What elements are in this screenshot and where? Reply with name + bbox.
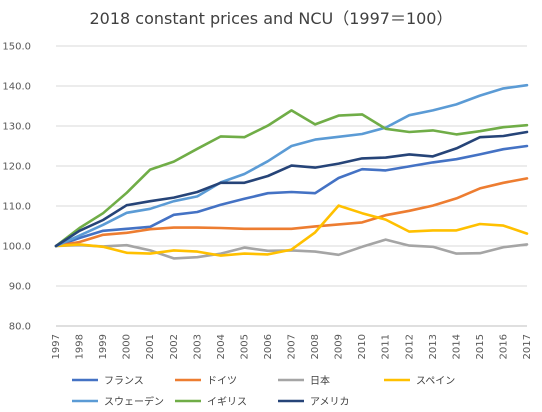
x-tick-label: 2006	[263, 334, 274, 359]
y-tick-label: 110.0	[2, 202, 31, 213]
series-line-0	[54, 144, 529, 248]
chart-title: 2018 constant prices and NCU（1997＝100）	[90, 9, 453, 28]
y-tick-label: 120.0	[2, 162, 31, 173]
x-tick-label: 2000	[122, 334, 133, 359]
legend-label: アメリカ	[310, 396, 350, 408]
legend-label: スペイン	[416, 376, 455, 387]
x-tick-label: 1997	[51, 334, 62, 359]
x-tick-label: 2016	[498, 334, 509, 359]
x-tick-label: 1999	[98, 334, 109, 359]
y-tick-label: 80.0	[9, 322, 31, 333]
x-tick-label: 2010	[357, 334, 368, 359]
legend-label: フランス	[104, 375, 144, 387]
gridlines	[56, 45, 527, 327]
x-tick-label: 2017	[522, 334, 533, 359]
x-tick-label: 2008	[310, 334, 321, 359]
x-tick-label: 1998	[75, 334, 86, 359]
y-axis-ticks: 80.0 90.0 100.0 110.0 120.0 130.0 140.0 150.0	[2, 42, 31, 333]
series-line-6	[54, 130, 529, 248]
x-tick-label: 2002	[169, 334, 180, 359]
legend-label: 日本	[310, 374, 330, 387]
y-tick-label: 130.0	[2, 122, 31, 133]
series-line-4	[54, 83, 529, 248]
y-tick-label: 100.0	[2, 242, 31, 253]
series-lines	[54, 83, 529, 260]
x-tick-label: 2004	[216, 334, 227, 359]
x-tick-label: 2015	[475, 334, 486, 359]
x-tick-label: 2013	[428, 334, 439, 359]
series-line-5	[54, 109, 529, 248]
x-tick-label: 2005	[239, 334, 250, 359]
x-axis-ticks: 1997 1998 1999 2000 2001 2002 2003 2004 2005 2006…	[51, 334, 533, 359]
legend-label: スウェーデン	[104, 395, 164, 408]
x-tick-label: 2001	[145, 334, 156, 359]
x-tick-label: 2011	[381, 334, 392, 359]
series-line-3	[54, 204, 529, 257]
y-tick-label: 150.0	[2, 42, 31, 53]
legend-label: ドイツ	[207, 376, 237, 387]
x-tick-label: 2012	[404, 334, 415, 359]
x-tick-label: 2009	[334, 334, 345, 359]
x-tick-label: 2003	[192, 334, 203, 359]
series-line-1	[54, 177, 529, 248]
x-tick-label: 2014	[451, 334, 462, 359]
y-tick-label: 140.0	[2, 82, 31, 93]
legend-label: イギリス	[207, 396, 247, 408]
y-tick-label: 90.0	[9, 282, 31, 293]
x-tick-label: 2007	[287, 334, 298, 359]
